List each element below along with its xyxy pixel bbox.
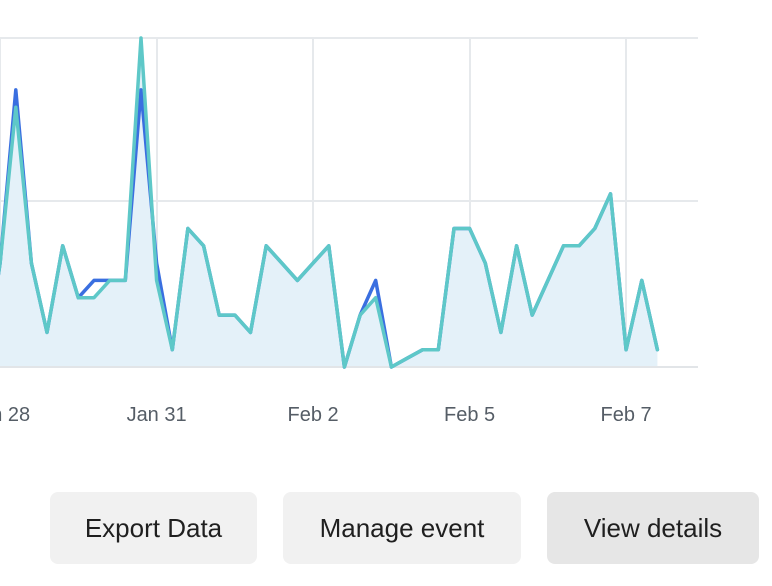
series-area-fill	[0, 38, 658, 367]
x-tick-label: Feb 5	[444, 404, 495, 426]
x-tick-label: Jan 31	[127, 404, 187, 426]
x-tick-label: Feb 7	[601, 404, 652, 426]
chart-panel: Jan 28 Jan 31 Feb 2 Feb 5 Feb 7	[0, 36, 698, 426]
export-data-button[interactable]: Export Data	[50, 492, 257, 564]
view-details-button[interactable]: View details	[547, 492, 759, 564]
x-tick-label: Feb 2	[288, 404, 339, 426]
manage-event-button[interactable]: Manage event	[283, 492, 521, 564]
area-chart: Jan 28 Jan 31 Feb 2 Feb 5 Feb 7	[0, 36, 698, 426]
series-line-1	[0, 36, 660, 369]
x-tick-label: Jan 28	[0, 404, 30, 426]
